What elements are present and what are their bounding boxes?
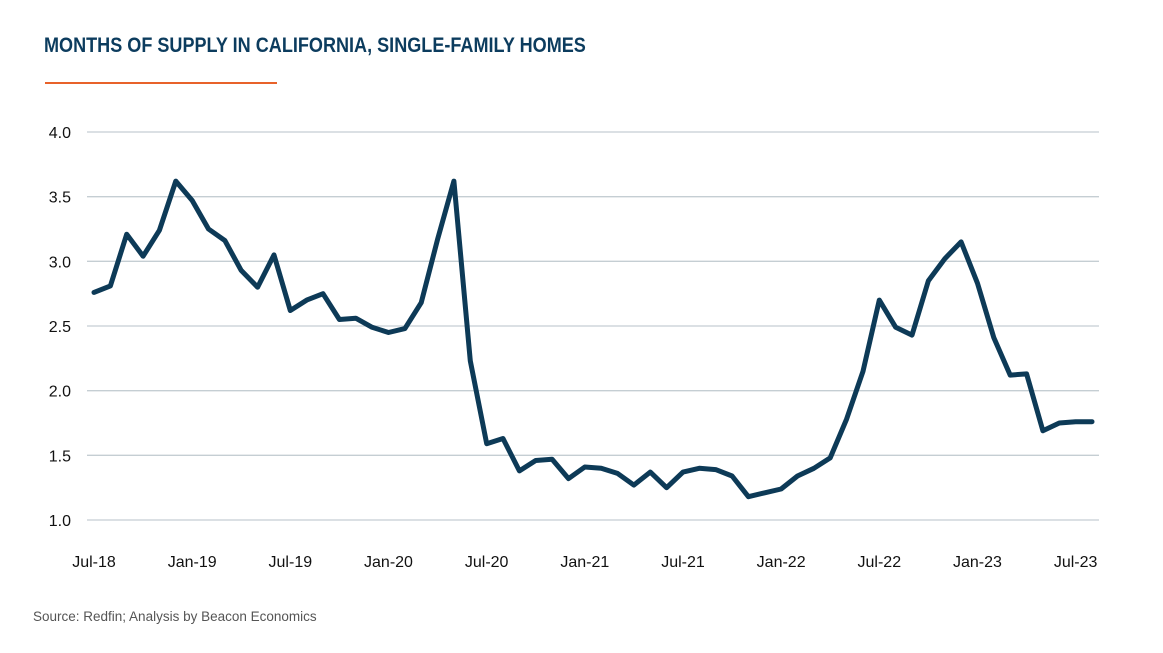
grid-lines: [87, 131, 1099, 521]
x-tick-label: Jan-21: [560, 554, 609, 571]
x-tick-label: Jul-19: [269, 554, 313, 571]
chart-title: MONTHS OF SUPPLY IN CALIFORNIA, SINGLE-F…: [44, 34, 586, 57]
y-tick-label: 1.5: [49, 448, 71, 465]
x-tick-label: Jul-22: [858, 554, 902, 571]
y-tick-label: 1.0: [49, 513, 71, 530]
series-line: [91, 178, 1095, 500]
x-tick-label: Jan-20: [364, 554, 413, 571]
x-tick-label: Jan-22: [757, 554, 806, 571]
y-tick-label: 4.0: [49, 125, 71, 142]
y-axis-ticks: 1.0 1.5 2.0 2.5 3.0 3.5 4.0: [49, 125, 71, 530]
source-note: Source: Redfin; Analysis by Beacon Econo…: [33, 609, 317, 624]
x-tick-label: Jan-19: [168, 554, 217, 571]
series-layer: [91, 178, 1095, 500]
x-tick-label: Jul-21: [661, 554, 705, 571]
y-tick-label: 2.0: [49, 384, 71, 401]
x-tick-label: Jul-18: [72, 554, 116, 571]
y-tick-label: 3.0: [49, 254, 71, 271]
x-tick-label: Jul-20: [465, 554, 509, 571]
x-axis-ticks: Jul-18 Jan-19 Jul-19 Jan-20 Jul-20 Jan-21 Jul-…: [72, 554, 1097, 571]
y-tick-label: 3.5: [49, 190, 71, 207]
y-tick-label: 2.5: [49, 319, 71, 336]
title-underline: [45, 82, 277, 84]
x-tick-label: Jul-23: [1054, 554, 1098, 571]
x-tick-label: Jan-23: [953, 554, 1002, 571]
